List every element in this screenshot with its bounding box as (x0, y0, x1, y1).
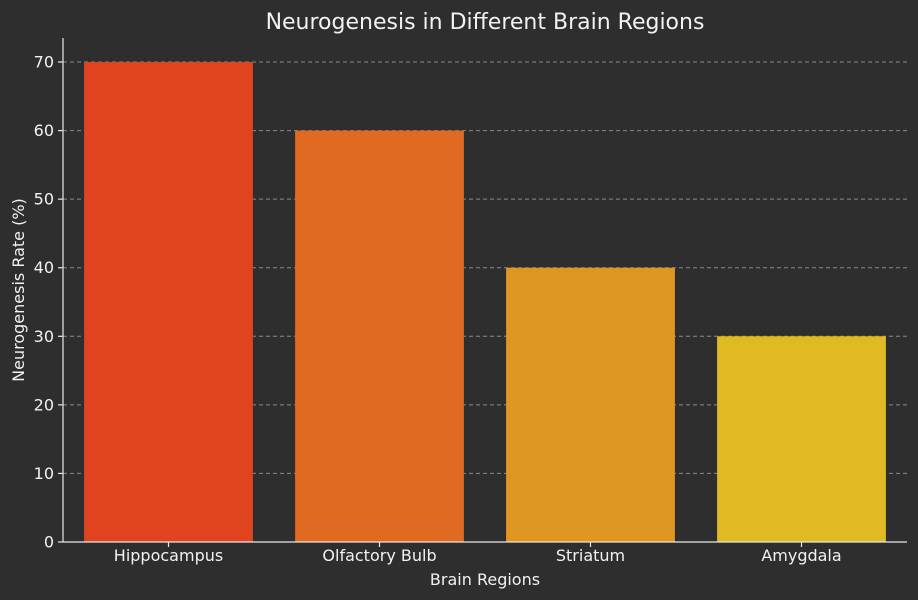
y-tick-label: 70 (34, 53, 54, 72)
y-axis-label: Neurogenesis Rate (%) (9, 198, 28, 382)
bar (717, 336, 886, 542)
x-axis-ticks: Hippocampus Olfactory Bulb Striatum Amygdal… (114, 542, 842, 565)
bar (295, 130, 464, 543)
y-tick-label: 0 (44, 533, 54, 552)
bars (84, 62, 886, 543)
x-tick-label: Striatum (556, 546, 625, 565)
y-tick-label: 30 (34, 327, 54, 346)
x-tick-label: Olfactory Bulb (322, 546, 436, 565)
bar (506, 267, 675, 542)
y-tick-label: 50 (34, 190, 54, 209)
x-axis-label: Brain Regions (430, 570, 540, 589)
x-tick-label: Amygdala (761, 546, 841, 565)
y-axis-ticks: 0 10 20 30 40 50 60 70 (34, 53, 63, 552)
chart-title: Neurogenesis in Different Brain Regions (266, 10, 705, 35)
y-tick-label: 40 (34, 258, 54, 277)
y-tick-label: 20 (34, 395, 54, 414)
y-tick-label: 10 (34, 464, 54, 483)
x-tick-label: Hippocampus (114, 546, 223, 565)
bar (84, 62, 253, 542)
y-tick-label: 60 (34, 121, 54, 140)
